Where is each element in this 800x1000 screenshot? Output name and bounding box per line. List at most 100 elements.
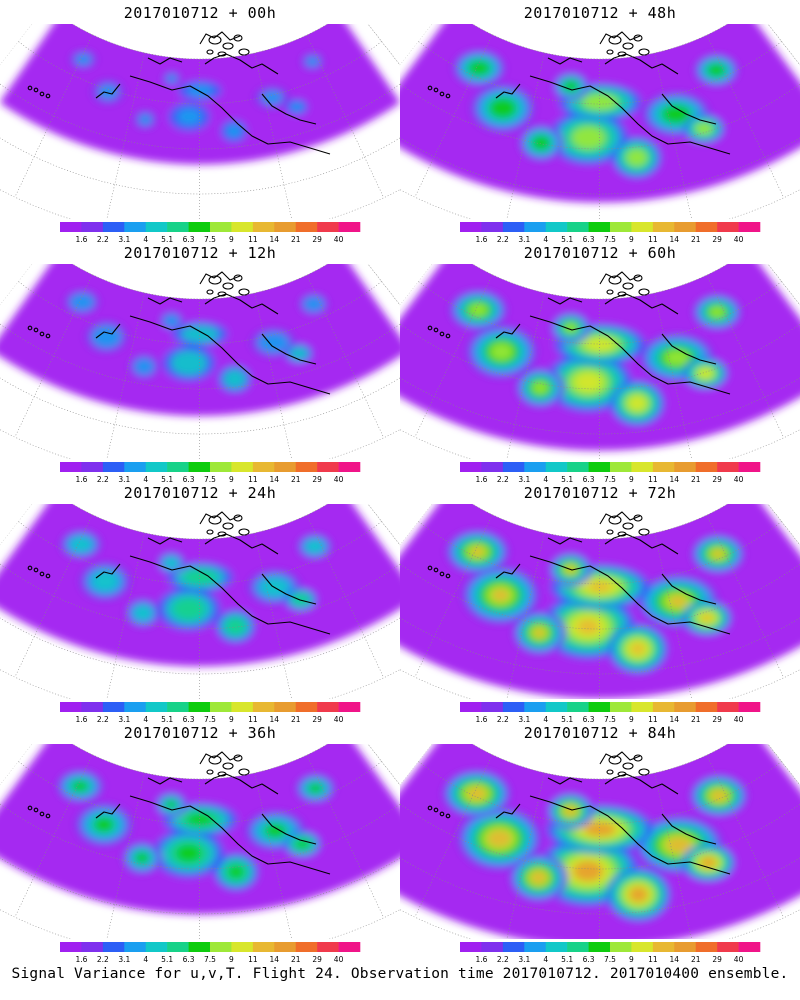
colorbar-label: 2.2 bbox=[497, 955, 509, 964]
colorbar-swatch bbox=[317, 702, 339, 712]
colorbar-label: 2.2 bbox=[97, 955, 109, 964]
colorbar-label: 21 bbox=[291, 475, 301, 484]
colorbar-swatch bbox=[524, 222, 547, 232]
colorbar-label: 2.2 bbox=[497, 715, 509, 724]
colorbar-label: 5.1 bbox=[561, 955, 573, 964]
colorbar-swatch bbox=[274, 942, 297, 952]
colorbar-swatch bbox=[188, 702, 211, 712]
colorbar-swatch bbox=[231, 702, 254, 712]
colorbar-label: 6.3 bbox=[183, 235, 195, 244]
panel-grid: 2017010712 + 00h 1.6 2.2 3.1 4 5.1 6.3 7.5 9 11 14… bbox=[0, 0, 800, 964]
colorbar-swatch bbox=[81, 222, 104, 232]
colorbar-label: 9 bbox=[629, 955, 634, 964]
colorbar-swatch bbox=[502, 942, 525, 952]
colorbar-swatch bbox=[717, 462, 739, 472]
colorbar-label: 14 bbox=[670, 235, 680, 244]
colorbar-swatch bbox=[652, 942, 675, 952]
colorbar: 1.6 2.2 3.1 4 5.1 6.3 7.5 9 11 14 21 29 40 bbox=[460, 462, 761, 484]
colorbar-swatch bbox=[317, 462, 339, 472]
colorbar-label: 11 bbox=[248, 235, 258, 244]
colorbar-label: 7.5 bbox=[204, 235, 216, 244]
colorbar-swatch bbox=[167, 702, 189, 712]
colorbar-swatch bbox=[188, 222, 211, 232]
colorbar-label: 5.1 bbox=[561, 715, 573, 724]
polar-map bbox=[0, 744, 400, 939]
colorbar-swatch bbox=[588, 702, 611, 712]
colorbar-swatch bbox=[338, 462, 361, 472]
colorbar-swatch bbox=[252, 462, 275, 472]
colorbar-label: 9 bbox=[229, 715, 234, 724]
panel-title: 2017010712 + 60h bbox=[523, 244, 677, 262]
colorbar-label: 4 bbox=[543, 715, 548, 724]
map-panel: 2017010712 + 00h 1.6 2.2 3.1 4 5.1 6.3 7.5 9 11 14… bbox=[0, 0, 400, 244]
colorbar-label: 11 bbox=[648, 235, 658, 244]
map-panel: 2017010712 + 36h 1.6 2.2 3.1 4 5.1 6.3 7.5 9 11 14… bbox=[0, 720, 400, 964]
colorbar-swatch bbox=[274, 462, 297, 472]
colorbar-swatch bbox=[502, 222, 525, 232]
colorbar-label: 3.1 bbox=[118, 715, 130, 724]
colorbar-label: 3.1 bbox=[118, 955, 130, 964]
panel-title: 2017010712 + 72h bbox=[523, 484, 677, 502]
colorbar-label: 5.1 bbox=[561, 235, 573, 244]
colorbar-label: 11 bbox=[248, 715, 258, 724]
colorbar-label: 40 bbox=[334, 955, 344, 964]
colorbar-label: 14 bbox=[670, 475, 680, 484]
colorbar-swatch bbox=[545, 222, 568, 232]
colorbar-label: 2.2 bbox=[97, 235, 109, 244]
colorbar-label: 40 bbox=[734, 475, 744, 484]
colorbar-swatch bbox=[717, 702, 739, 712]
colorbar-label: 40 bbox=[734, 235, 744, 244]
polar-map bbox=[400, 744, 800, 939]
colorbar-swatch bbox=[588, 942, 611, 952]
colorbar-label: 3.1 bbox=[518, 955, 530, 964]
colorbar-swatch bbox=[545, 942, 568, 952]
colorbar-swatch bbox=[738, 462, 761, 472]
colorbar-label: 1.6 bbox=[475, 475, 487, 484]
colorbar-label: 1.6 bbox=[475, 715, 487, 724]
colorbar-swatch bbox=[317, 942, 339, 952]
colorbar-swatch bbox=[695, 462, 718, 472]
colorbar-label: 6.3 bbox=[583, 955, 595, 964]
colorbar-swatch bbox=[124, 222, 147, 232]
colorbar-label: 9 bbox=[629, 235, 634, 244]
colorbar-swatch bbox=[231, 222, 254, 232]
colorbar-swatch bbox=[167, 462, 189, 472]
colorbar-label: 21 bbox=[291, 715, 301, 724]
colorbar-swatch bbox=[188, 942, 211, 952]
colorbar-label: 21 bbox=[691, 955, 701, 964]
colorbar-swatch bbox=[610, 702, 632, 712]
colorbar-label: 3.1 bbox=[518, 235, 530, 244]
colorbar-swatch bbox=[502, 462, 525, 472]
panel-title: 2017010712 + 84h bbox=[523, 724, 677, 742]
colorbar-label: 7.5 bbox=[604, 955, 616, 964]
colorbar-swatch bbox=[631, 222, 654, 232]
colorbar: 1.6 2.2 3.1 4 5.1 6.3 7.5 9 11 14 21 29 40 bbox=[60, 702, 361, 724]
map-panel: 2017010712 + 24h 1.6 2.2 3.1 4 5.1 6.3 7.5 9 11 14… bbox=[0, 480, 400, 724]
colorbar-label: 29 bbox=[712, 955, 722, 964]
colorbar-label: 9 bbox=[229, 235, 234, 244]
colorbar-label: 4 bbox=[143, 955, 148, 964]
colorbar-label: 5.1 bbox=[161, 955, 173, 964]
colorbar: 1.6 2.2 3.1 4 5.1 6.3 7.5 9 11 14 21 29 40 bbox=[460, 942, 761, 964]
colorbar-label: 2.2 bbox=[497, 235, 509, 244]
colorbar-swatch bbox=[60, 462, 82, 472]
colorbar-label: 7.5 bbox=[604, 475, 616, 484]
colorbar-label: 1.6 bbox=[75, 235, 87, 244]
colorbar-label: 40 bbox=[334, 235, 344, 244]
colorbar-swatch bbox=[738, 702, 761, 712]
colorbar-label: 3.1 bbox=[118, 475, 130, 484]
colorbar-label: 5.1 bbox=[161, 715, 173, 724]
colorbar-label: 11 bbox=[648, 715, 658, 724]
colorbar-label: 6.3 bbox=[583, 475, 595, 484]
colorbar-swatch bbox=[460, 462, 482, 472]
map-panel: 2017010712 + 48h 1.6 2.2 3.1 4 5.1 6.3 7.5 9 11 14… bbox=[400, 0, 800, 244]
colorbar-swatch bbox=[145, 222, 168, 232]
colorbar-label: 6.3 bbox=[183, 955, 195, 964]
colorbar-label: 7.5 bbox=[604, 235, 616, 244]
colorbar-label: 1.6 bbox=[75, 715, 87, 724]
colorbar-swatch bbox=[102, 462, 125, 472]
colorbar-swatch bbox=[481, 462, 504, 472]
colorbar-swatch bbox=[674, 222, 697, 232]
colorbar-swatch bbox=[167, 222, 189, 232]
colorbar-swatch bbox=[102, 942, 125, 952]
